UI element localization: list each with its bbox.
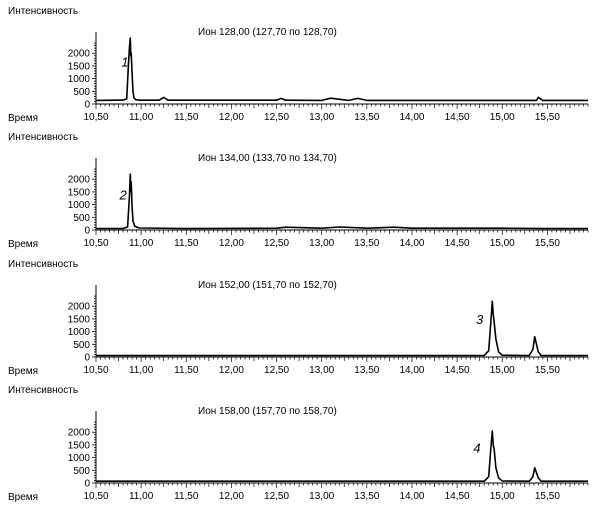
x-tick-label: 11,50	[174, 365, 199, 376]
y-tick-label: 1000	[68, 453, 91, 464]
peak-label: 4	[473, 441, 480, 456]
y-axis-title: Интенсивность	[8, 132, 78, 143]
chromatogram-panel-1: Интенсивность Ион 128,00 (127,70 по 128,7…	[8, 6, 589, 124]
y-axis-title: Интенсивность	[8, 259, 78, 270]
x-tick-label: 15,50	[535, 238, 560, 249]
x-tick-label: 11,00	[129, 238, 154, 249]
x-tick-label: 13,50	[354, 112, 379, 123]
y-tick-label: 500	[73, 87, 90, 98]
ion-title: Ион 152,00 (151,70 по 152,70)	[198, 280, 337, 291]
x-tick-label: 15,00	[490, 238, 515, 249]
y-tick-label: 0	[84, 353, 90, 364]
y-tick-label: 1000	[68, 327, 91, 338]
x-tick-label: 11,00	[129, 491, 154, 502]
y-tick-label: 0	[84, 226, 90, 237]
x-tick-label: 11,50	[174, 238, 199, 249]
x-tick-label: 13,00	[309, 238, 334, 249]
y-tick-label: 1500	[68, 314, 91, 325]
x-tick-label: 12,50	[264, 238, 289, 249]
x-tick-label: 13,50	[354, 238, 379, 249]
x-tick-label: 14,50	[445, 238, 470, 249]
x-tick-label: 12,00	[219, 491, 244, 502]
y-axis-title: Интенсивность	[8, 6, 78, 17]
chromatogram-trace	[96, 430, 588, 482]
x-tick-label: 12,00	[219, 365, 244, 376]
y-tick-label: 2000	[68, 428, 91, 439]
x-tick-label: 11,50	[174, 112, 199, 123]
y-tick-label: 2000	[68, 175, 91, 186]
y-tick-label: 2000	[68, 49, 91, 60]
x-tick-label: 15,00	[490, 112, 515, 123]
y-tick-label: 500	[73, 466, 90, 477]
x-axis-title: Время	[8, 113, 38, 124]
x-tick-label: 15,50	[535, 112, 560, 123]
y-tick-label: 1500	[68, 187, 91, 198]
ion-title: Ион 128,00 (127,70 по 128,70)	[198, 27, 337, 38]
y-tick-label: 0	[84, 100, 90, 111]
x-tick-label: 11,50	[174, 491, 199, 502]
x-axis-title: Время	[8, 366, 38, 377]
x-tick-label: 13,50	[354, 365, 379, 376]
ion-title: Ион 134,00 (133,70 по 134,70)	[198, 153, 337, 164]
x-tick-label: 15,50	[535, 491, 560, 502]
chromatogram-panel-4: Интенсивность Ион 158,00 (157,70 по 158,7…	[8, 385, 589, 503]
x-tick-label: 15,50	[535, 365, 560, 376]
y-tick-label: 1000	[68, 200, 91, 211]
peak-label: 3	[476, 312, 484, 327]
x-tick-label: 10,50	[83, 238, 108, 249]
x-tick-label: 14,00	[399, 491, 424, 502]
y-axis-title: Интенсивность	[8, 385, 78, 396]
y-tick-label: 1500	[68, 61, 91, 72]
ion-title: Ион 158,00 (157,70 по 158,70)	[198, 406, 337, 417]
x-tick-label: 14,50	[445, 365, 470, 376]
x-tick-label: 14,50	[445, 112, 470, 123]
x-tick-label: 10,50	[83, 365, 108, 376]
x-tick-label: 15,00	[490, 491, 515, 502]
x-tick-label: 10,50	[83, 491, 108, 502]
y-tick-label: 1000	[68, 74, 91, 85]
y-tick-label: 500	[73, 340, 90, 351]
peak-label: 1	[121, 54, 128, 69]
x-tick-label: 13,00	[309, 112, 334, 123]
x-tick-label: 14,00	[399, 112, 424, 123]
chromatogram-panel-2: Интенсивность Ион 134,00 (133,70 по 134,7…	[8, 132, 589, 250]
x-tick-label: 12,50	[264, 491, 289, 502]
y-tick-label: 500	[73, 213, 90, 224]
x-tick-label: 11,00	[129, 365, 154, 376]
y-tick-label: 1500	[68, 440, 91, 451]
y-tick-label: 2000	[68, 302, 91, 313]
x-axis-title: Время	[8, 492, 38, 503]
x-tick-label: 15,00	[490, 365, 515, 376]
chromatogram-trace	[96, 173, 588, 230]
x-tick-label: 13,00	[309, 491, 334, 502]
x-tick-label: 13,50	[354, 491, 379, 502]
x-tick-label: 11,00	[129, 112, 154, 123]
chromatogram-trace	[96, 300, 588, 357]
chromatogram-trace	[95, 37, 588, 102]
x-tick-label: 13,00	[309, 365, 334, 376]
x-axis-title: Время	[8, 239, 38, 250]
x-tick-label: 14,00	[399, 365, 424, 376]
x-tick-label: 12,50	[264, 112, 289, 123]
x-tick-label: 12,00	[219, 112, 244, 123]
x-tick-label: 10,50	[83, 112, 108, 123]
x-tick-label: 12,00	[219, 238, 244, 249]
x-tick-label: 14,50	[445, 491, 470, 502]
x-tick-label: 14,00	[399, 238, 424, 249]
x-tick-label: 12,50	[264, 365, 289, 376]
chromatogram-panel-3: Интенсивность Ион 152,00 (151,70 по 152,7…	[8, 259, 589, 377]
y-tick-label: 0	[84, 479, 90, 490]
peak-label: 2	[118, 188, 127, 203]
